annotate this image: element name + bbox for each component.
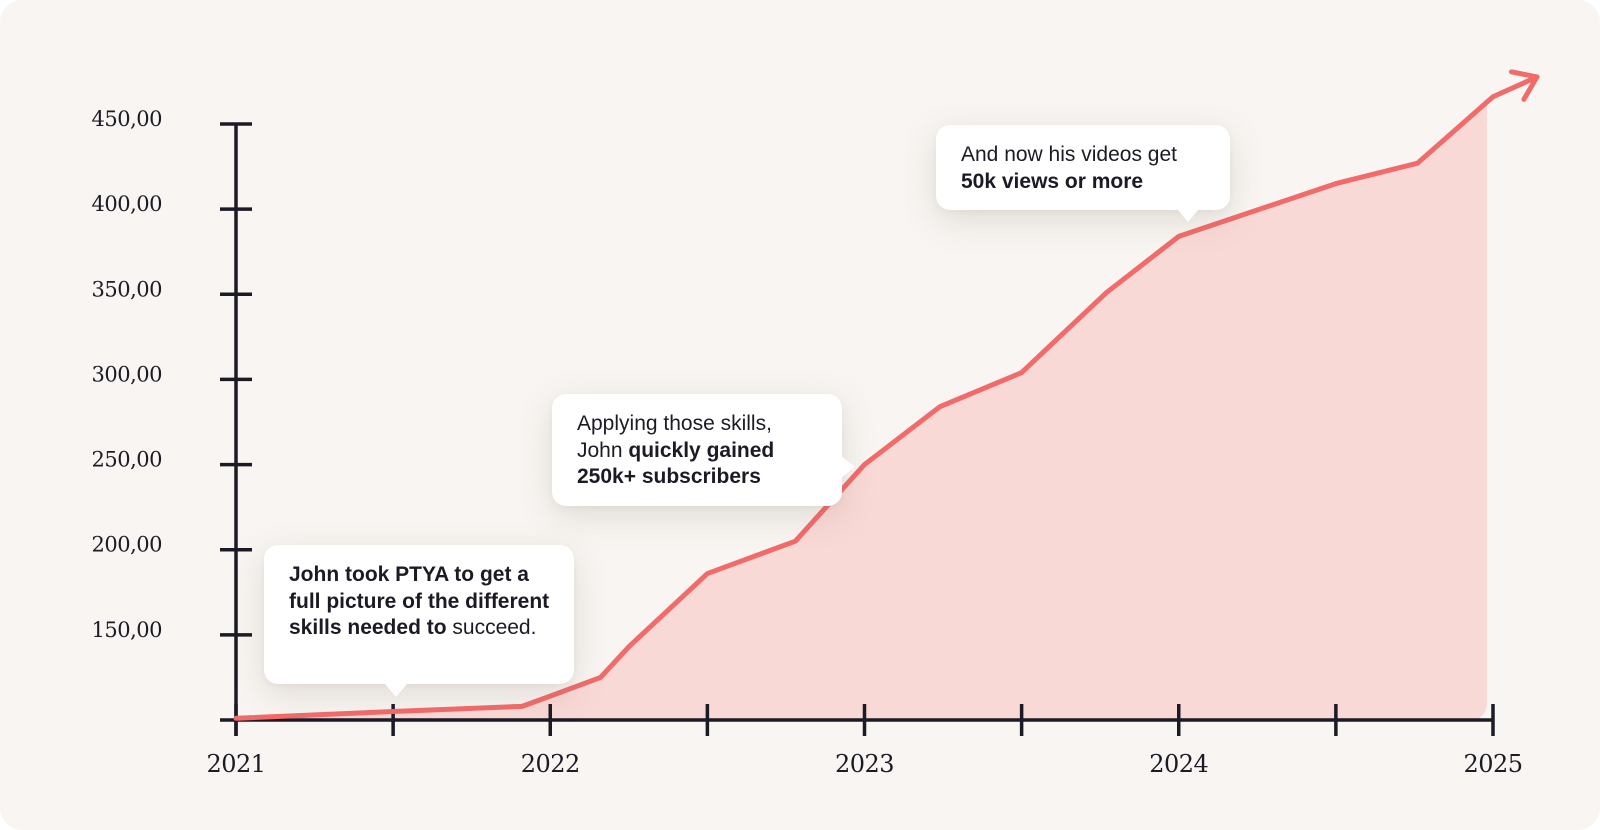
callout-text: Applying those skills, John quickly gain… [577, 411, 820, 491]
area-fill [236, 98, 1487, 721]
x-tick-label: 2025 [1463, 750, 1522, 778]
x-tick-label: 2022 [521, 750, 580, 778]
callout-regular-text: succeed. [446, 616, 537, 639]
y-tick-label: 200,00 [92, 533, 162, 557]
callout-regular-text: Applying those skills, John [577, 412, 772, 462]
callout-bold-text: John took PTYA to get a full picture of … [289, 563, 550, 639]
arrowhead-icon [1508, 69, 1540, 102]
growth-line [233, 74, 1540, 721]
x-axis-ticks: 2021 2022 2023 2024 2025 [206, 704, 1523, 778]
x-tick-label: 2023 [835, 750, 894, 778]
x-tick-label: 2024 [1149, 750, 1208, 778]
callout-bold-text: 50k views or more [961, 169, 1144, 193]
callout-regular-text: And now his videos get [961, 143, 1177, 166]
callout-ptya: John took PTYA to get a full picture of … [264, 545, 574, 697]
callout-text: And now his videos get 50k views or more [961, 142, 1208, 195]
callout-text: John took PTYA to get a full picture of … [289, 562, 552, 642]
callout-bold-text: quickly gained 250k+ subscribers [577, 438, 775, 489]
y-tick-label: 450,00 [92, 107, 162, 131]
x-tick-label: 2021 [206, 750, 265, 778]
y-tick-label: 400,00 [92, 192, 162, 216]
y-tick-label: 350,00 [92, 277, 162, 301]
y-tick-label: 150,00 [92, 618, 162, 642]
callout-subscribers: Applying those skills, John quickly gain… [552, 394, 855, 506]
callout-views: And now his videos get 50k views or more [936, 125, 1230, 222]
y-axis-ticks: 150,00 200,00 250,00 300,00 350,00 400,00 450,… [92, 107, 252, 642]
y-tick-label: 250,00 [92, 448, 162, 472]
y-tick-label: 300,00 [92, 362, 162, 386]
